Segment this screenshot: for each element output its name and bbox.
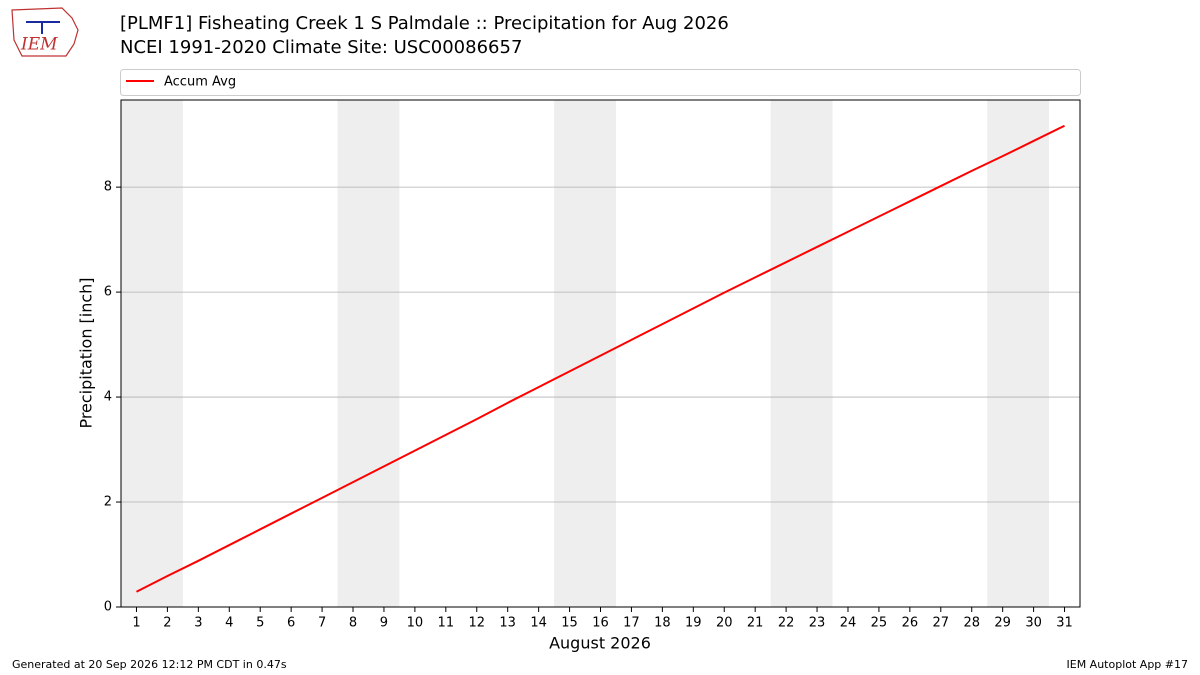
x-tick-label: 29 xyxy=(994,616,1011,631)
weekend-span xyxy=(337,100,400,607)
y-tick-label: 0 xyxy=(104,600,112,615)
data-line xyxy=(136,124,1065,593)
x-tick-label: 16 xyxy=(592,616,609,631)
x-tick-label: 17 xyxy=(623,616,640,631)
x-tick-label: 3 xyxy=(194,616,202,631)
y-tick-label: 6 xyxy=(104,285,112,300)
x-tick-label: 21 xyxy=(747,616,764,631)
x-tick-label: 14 xyxy=(530,616,547,631)
x-tick-label: 9 xyxy=(380,616,388,631)
legend-label: Accum Avg xyxy=(164,75,236,90)
x-tick-label: 30 xyxy=(1025,616,1042,631)
x-tick-label: 22 xyxy=(778,616,795,631)
x-tick-label: 23 xyxy=(809,616,826,631)
x-tick-label: 10 xyxy=(407,616,424,631)
plot-frame xyxy=(120,99,1081,608)
y-tick-label: 2 xyxy=(104,495,112,510)
y-tick-label: 4 xyxy=(104,390,112,405)
x-tick-label: 1 xyxy=(132,616,140,631)
x-tick-label: 13 xyxy=(499,616,516,631)
weekend-span xyxy=(987,100,1050,607)
chart-subtitle: NCEI 1991-2020 Climate Site: USC00086657 xyxy=(120,37,522,58)
footer-left: Generated at 20 Sep 2026 12:12 PM CDT in… xyxy=(12,658,287,671)
x-tick-label: 28 xyxy=(963,616,980,631)
logo-text: IEM xyxy=(20,35,58,55)
chart-title: [PLMF1] Fisheating Creek 1 S Palmdale ::… xyxy=(120,13,729,34)
x-axis-label: August 2026 xyxy=(549,634,651,653)
x-tick-label: 31 xyxy=(1056,616,1073,631)
weekend-span xyxy=(121,100,183,607)
x-tick-label: 24 xyxy=(840,616,857,631)
x-tick-label: 26 xyxy=(902,616,919,631)
x-tick-label: 6 xyxy=(287,616,295,631)
footer-right: IEM Autoplot App #17 xyxy=(1067,658,1189,671)
x-tick-label: 8 xyxy=(349,616,357,631)
x-tick-label: 7 xyxy=(318,616,326,631)
y-tick-label: 8 xyxy=(104,180,112,195)
x-tick-label: 20 xyxy=(716,616,733,631)
x-tick-label: 18 xyxy=(654,616,671,631)
x-tick-label: 11 xyxy=(438,616,455,631)
x-tick-label: 19 xyxy=(685,616,702,631)
x-tick-label: 25 xyxy=(871,616,888,631)
logo: IEM xyxy=(11,7,79,57)
x-tick-label: 27 xyxy=(933,616,950,631)
x-tick-label: 12 xyxy=(468,616,485,631)
y-axis-label: Precipitation [inch] xyxy=(77,277,96,428)
x-tick-label: 2 xyxy=(163,616,171,631)
weekend-span xyxy=(770,100,833,607)
x-tick-label: 5 xyxy=(256,616,264,631)
x-tick-label: 4 xyxy=(225,616,233,631)
legend-box xyxy=(120,69,1081,96)
x-tick-label: 15 xyxy=(561,616,578,631)
